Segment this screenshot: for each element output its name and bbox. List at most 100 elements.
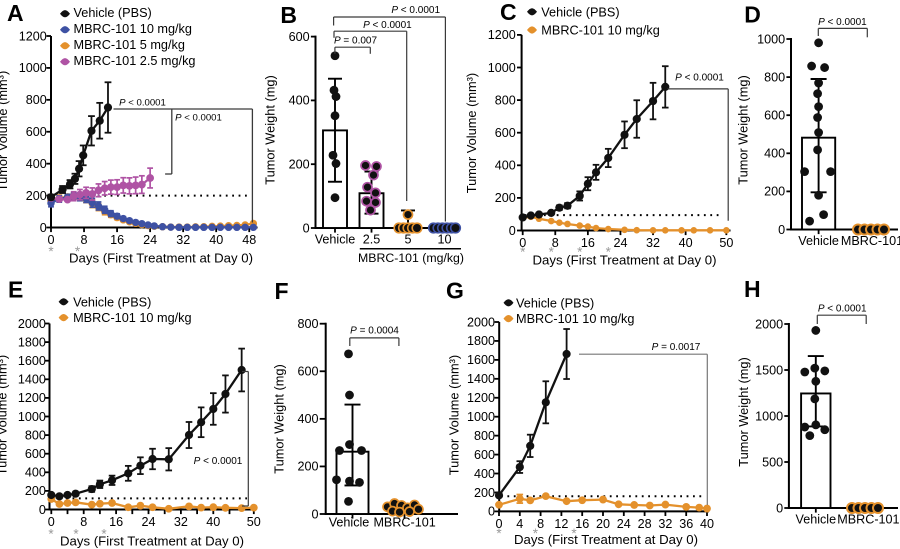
svg-text:400: 400 <box>495 159 516 173</box>
svg-text:1000: 1000 <box>467 410 495 424</box>
svg-text:*: * <box>520 244 526 259</box>
svg-text:Tumor Volume (mm³): Tumor Volume (mm³) <box>0 71 10 191</box>
svg-text:C: C <box>500 0 517 25</box>
svg-text:1800: 1800 <box>467 334 495 348</box>
svg-text:2000: 2000 <box>755 317 783 331</box>
svg-text:*: * <box>606 244 612 259</box>
svg-text:16: 16 <box>110 233 124 247</box>
svg-text:Vehicle (PBS): Vehicle (PBS) <box>74 6 152 20</box>
svg-text:Tumor Weight (mg): Tumor Weight (mg) <box>272 364 287 474</box>
svg-text:36: 36 <box>679 517 693 531</box>
svg-text:1800: 1800 <box>18 335 46 349</box>
svg-text:0: 0 <box>48 515 55 529</box>
svg-text:50: 50 <box>719 236 733 250</box>
svg-text:24: 24 <box>141 515 155 529</box>
svg-text:8: 8 <box>537 517 544 531</box>
svg-text:800: 800 <box>25 428 46 442</box>
svg-text:Tumor Volume (mm³): Tumor Volume (mm³) <box>0 355 10 475</box>
svg-text:P < 0.0001: P < 0.0001 <box>675 72 724 83</box>
svg-text:40: 40 <box>700 517 714 531</box>
svg-text:1000: 1000 <box>757 32 785 46</box>
svg-text:1200: 1200 <box>18 391 46 405</box>
svg-text:0: 0 <box>303 221 310 235</box>
svg-text:0: 0 <box>509 224 516 238</box>
svg-text:P < 0.0001: P < 0.0001 <box>818 303 867 314</box>
svg-text:Vehicle: Vehicle <box>329 516 370 530</box>
svg-text:800: 800 <box>26 93 47 107</box>
svg-text:24: 24 <box>617 517 631 531</box>
svg-text:Tumor Weight (mg): Tumor Weight (mg) <box>263 75 278 185</box>
svg-text:400: 400 <box>25 466 46 480</box>
svg-text:MBRC-101 5 mg/kg: MBRC-101 5 mg/kg <box>74 38 185 52</box>
svg-text:0: 0 <box>47 233 54 247</box>
svg-text:MBRC-101 10 mg/kg: MBRC-101 10 mg/kg <box>73 311 191 325</box>
svg-text:40: 40 <box>206 515 220 529</box>
svg-text:*: * <box>73 527 79 542</box>
svg-text:32: 32 <box>646 236 660 250</box>
svg-text:24: 24 <box>143 233 157 247</box>
svg-text:F: F <box>275 278 289 304</box>
svg-text:0: 0 <box>488 505 495 519</box>
svg-text:0: 0 <box>495 517 502 531</box>
svg-text:Tumor Weight (mg): Tumor Weight (mg) <box>735 75 750 185</box>
svg-text:1200: 1200 <box>488 28 516 42</box>
svg-text:10: 10 <box>437 233 451 247</box>
svg-text:40: 40 <box>679 236 693 250</box>
svg-text:*: * <box>533 526 539 541</box>
svg-text:*: * <box>496 526 502 541</box>
svg-text:200: 200 <box>495 191 516 205</box>
svg-text:400: 400 <box>474 467 495 481</box>
svg-text:800: 800 <box>297 317 318 331</box>
svg-text:MBRC-101 2.5 mg/kg: MBRC-101 2.5 mg/kg <box>74 54 196 68</box>
svg-text:1600: 1600 <box>18 354 46 368</box>
svg-text:Vehicle: Vehicle <box>798 234 839 248</box>
svg-text:MBRC-101 10 mg/kg: MBRC-101 10 mg/kg <box>74 22 192 36</box>
svg-text:32: 32 <box>658 517 672 531</box>
svg-text:MBRC-101: MBRC-101 <box>373 516 435 530</box>
svg-text:Vehicle (PBS): Vehicle (PBS) <box>73 295 151 309</box>
svg-text:200: 200 <box>764 185 785 199</box>
svg-text:Days (First Treatment at Day 0: Days (First Treatment at Day 0) <box>514 532 698 547</box>
svg-text:MBRC-101: MBRC-101 <box>837 513 899 527</box>
svg-text:2.5: 2.5 <box>363 233 381 247</box>
svg-text:2000: 2000 <box>467 315 495 329</box>
svg-text:1600: 1600 <box>467 353 495 367</box>
svg-text:*: * <box>571 526 577 541</box>
svg-text:*: * <box>48 244 54 259</box>
svg-text:0: 0 <box>776 501 783 515</box>
svg-text:16: 16 <box>109 515 123 529</box>
svg-text:P < 0.0001: P < 0.0001 <box>363 20 412 31</box>
svg-text:16: 16 <box>581 236 595 250</box>
svg-text:32: 32 <box>174 515 188 529</box>
svg-text:H: H <box>744 276 761 302</box>
svg-text:800: 800 <box>764 70 785 84</box>
svg-text:20: 20 <box>596 517 610 531</box>
svg-text:P < 0.0001: P < 0.0001 <box>818 17 867 28</box>
svg-text:*: * <box>48 527 54 542</box>
svg-text:Tumor Volume (mm³): Tumor Volume (mm³) <box>447 355 462 475</box>
svg-text:1500: 1500 <box>755 363 783 377</box>
svg-text:MBRC-101: MBRC-101 <box>841 234 900 248</box>
svg-text:32: 32 <box>176 233 190 247</box>
svg-text:A: A <box>7 0 24 26</box>
svg-text:Days (First Treatment at Day 0: Days (First Treatment at Day 0) <box>69 250 253 265</box>
svg-text:600: 600 <box>297 365 318 379</box>
svg-text:2000: 2000 <box>18 317 46 331</box>
svg-text:0: 0 <box>519 236 526 250</box>
svg-text:4: 4 <box>516 517 523 531</box>
svg-text:1000: 1000 <box>19 61 47 75</box>
svg-text:Tumor Weight (mg): Tumor Weight (mg) <box>736 357 751 467</box>
svg-text:0: 0 <box>40 221 47 235</box>
svg-text:48: 48 <box>242 233 256 247</box>
svg-text:28: 28 <box>638 517 652 531</box>
svg-text:800: 800 <box>474 429 495 443</box>
svg-text:600: 600 <box>25 447 46 461</box>
svg-text:P = 0.0017: P = 0.0017 <box>652 342 701 353</box>
svg-text:1400: 1400 <box>18 373 46 387</box>
svg-text:8: 8 <box>552 236 559 250</box>
svg-text:*: * <box>577 244 583 259</box>
svg-text:200: 200 <box>26 189 47 203</box>
svg-text:400: 400 <box>764 147 785 161</box>
svg-text:P < 0.0001: P < 0.0001 <box>119 97 166 108</box>
svg-text:0: 0 <box>39 503 46 517</box>
